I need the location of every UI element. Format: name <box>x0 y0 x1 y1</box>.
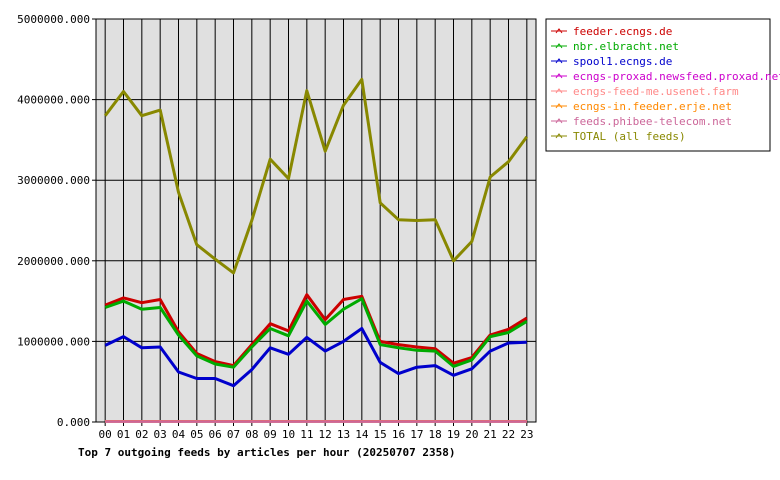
series-line-1 <box>104 297 528 369</box>
x-tick-label: 21 <box>484 428 497 441</box>
y-tick-label: 1000000.000 <box>17 335 90 348</box>
x-tick-label: 19 <box>447 428 460 441</box>
chart-title: Top 7 outgoing feeds by articles per hou… <box>78 446 456 459</box>
series-line-0 <box>104 293 528 368</box>
legend-marker <box>555 58 563 64</box>
legend-entry: ecngs-proxad.newsfeed.proxad.net <box>573 70 780 83</box>
legend-entry: TOTAL (all feeds) <box>573 130 686 143</box>
x-tick-label: 20 <box>465 428 478 441</box>
legend-entry: feeds.phibee-telecom.net <box>573 115 732 128</box>
x-tick-label: 05 <box>190 428 203 441</box>
legend-marker <box>555 73 563 79</box>
axis-labels: 00 01 02 03 04 05 06 07 08 09 10 11 12 13 14 15 16 17 18 19… <box>17 13 533 441</box>
x-tick-label: 01 <box>117 428 130 441</box>
x-tick-label: 15 <box>374 428 387 441</box>
x-tick-label: 14 <box>355 428 369 441</box>
legend-marker <box>555 43 563 49</box>
x-tick-label: 00 <box>99 428 112 441</box>
series-line-2 <box>104 327 527 388</box>
legend-marker <box>555 88 563 94</box>
y-tick-label: 4000000.000 <box>17 94 90 107</box>
x-tick-label: 22 <box>502 428 515 441</box>
y-tick-label: 2000000.000 <box>17 255 90 268</box>
x-tick-label: 12 <box>319 428 332 441</box>
x-tick-label: 08 <box>245 428 258 441</box>
series-line-7 <box>104 77 529 275</box>
x-tick-label: 17 <box>410 428 423 441</box>
legend-entry: nbr.elbracht.net <box>573 40 679 53</box>
x-tick-label: 03 <box>154 428 167 441</box>
x-tick-label: 09 <box>264 428 277 441</box>
y-tick-label: 3000000.000 <box>17 174 90 187</box>
x-tick-label: 18 <box>429 428 442 441</box>
x-tick-label: 11 <box>300 428 313 441</box>
x-tick-label: 07 <box>227 428 240 441</box>
x-tick-label: 06 <box>209 428 222 441</box>
legend-entry: ecngs-in.feeder.erje.net <box>573 100 732 113</box>
plot-area <box>95 18 537 423</box>
y-tick-label: 0.000 <box>57 416 90 429</box>
legend-entry: feeder.ecngs.de <box>573 25 672 38</box>
legend-entry: ecngs-feed-me.usenet.farm <box>573 85 739 98</box>
legend-box <box>545 18 771 152</box>
legend-marker <box>555 118 563 124</box>
x-tick-label: 23 <box>520 428 533 441</box>
y-tick-label: 5000000.000 <box>17 13 90 26</box>
x-tick-label: 04 <box>172 428 186 441</box>
legend-marker <box>555 28 563 34</box>
legend-marker <box>555 103 563 109</box>
series-lines <box>104 77 529 423</box>
x-tick-label: 10 <box>282 428 295 441</box>
legend-entry: spool1.ecngs.de <box>573 55 672 68</box>
x-tick-label: 02 <box>135 428 148 441</box>
x-tick-label: 16 <box>392 428 405 441</box>
x-tick-label: 13 <box>337 428 350 441</box>
legend: feeder.ecngs.de nbr.elbracht.net spool1.ec… <box>545 18 780 152</box>
legend-marker <box>555 133 563 139</box>
